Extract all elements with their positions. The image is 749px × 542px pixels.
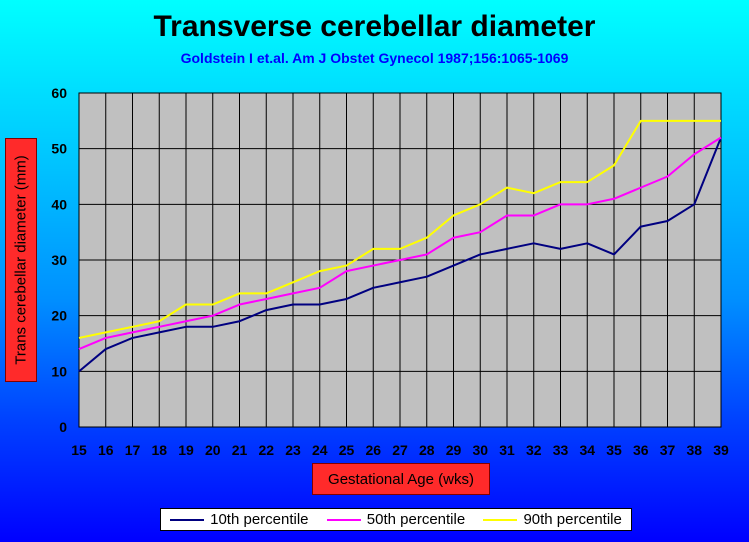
- legend-swatch-90th: [483, 518, 518, 521]
- x-tick-label: 24: [312, 442, 328, 458]
- x-tick-label: 28: [419, 442, 435, 458]
- x-tick-label: 18: [151, 442, 167, 458]
- x-tick-label: 21: [232, 442, 248, 458]
- x-tick-label: 23: [285, 442, 301, 458]
- y-tick-label: 10: [51, 363, 67, 379]
- x-tick-label: 25: [339, 442, 355, 458]
- legend-label-90th: 90th percentile: [523, 511, 622, 528]
- x-axis-label: Gestational Age (wks): [328, 470, 474, 488]
- chart-subtitle: Goldstein I et.al. Am J Obstet Gynecol 1…: [180, 50, 569, 66]
- y-tick-label: 0: [59, 419, 67, 435]
- x-tick-label: 33: [553, 442, 569, 458]
- x-tick-label: 36: [633, 442, 649, 458]
- x-tick-labels: 15 16 17 18 19 20 21 22 23 24 25 26 27 28 29 30 31 32 33 34…: [71, 442, 729, 458]
- series-lines: [78, 119, 722, 373]
- series-line-0: [78, 137, 722, 373]
- x-tick-label: 29: [446, 442, 462, 458]
- y-tick-label: 60: [51, 85, 67, 101]
- legend-item-50th: 50th percentile: [326, 511, 466, 528]
- y-tick-label: 30: [51, 252, 67, 268]
- x-tick-label: 22: [258, 442, 274, 458]
- x-tick-label: 34: [579, 442, 595, 458]
- x-tick-label: 32: [526, 442, 542, 458]
- x-tick-label: 27: [392, 442, 408, 458]
- x-tick-label: 39: [713, 442, 729, 458]
- x-tick-label: 16: [98, 442, 114, 458]
- y-tick-label: 50: [51, 141, 67, 157]
- x-tick-label: 19: [178, 442, 194, 458]
- chart-title: Transverse cerebellar diameter: [153, 10, 596, 43]
- legend-item-10th: 10th percentile: [170, 511, 309, 528]
- legend-swatch-50th: [326, 518, 361, 521]
- x-tick-label: 37: [660, 442, 676, 458]
- x-tick-label: 20: [205, 442, 221, 458]
- legend-item-90th: 90th percentile: [483, 511, 622, 528]
- legend: 10th percentile 50th percentile 90th per…: [160, 508, 632, 531]
- x-tick-label: 38: [686, 442, 702, 458]
- x-axis-label-box: Gestational Age (wks): [312, 463, 490, 495]
- legend-swatch-10th: [170, 518, 205, 521]
- legend-label-50th: 50th percentile: [366, 511, 466, 528]
- legend-label-10th: 10th percentile: [210, 511, 309, 528]
- series-line-1: [78, 136, 722, 350]
- y-tick-labels: 0 10 20 30 40 50 60: [51, 85, 67, 435]
- x-tick-label: 31: [499, 442, 515, 458]
- y-axis-label-box: Trans cerebellar diameter (mm): [5, 138, 37, 382]
- x-tick-label: 26: [365, 442, 381, 458]
- y-tick-label: 40: [51, 196, 67, 212]
- series-line-2: [78, 119, 721, 339]
- x-tick-label: 35: [606, 442, 622, 458]
- x-tick-label: 17: [125, 442, 141, 458]
- y-tick-label: 20: [51, 308, 67, 324]
- y-axis-label: Trans cerebellar diameter (mm): [12, 155, 30, 365]
- x-tick-label: 30: [472, 442, 488, 458]
- x-tick-label: 15: [71, 442, 87, 458]
